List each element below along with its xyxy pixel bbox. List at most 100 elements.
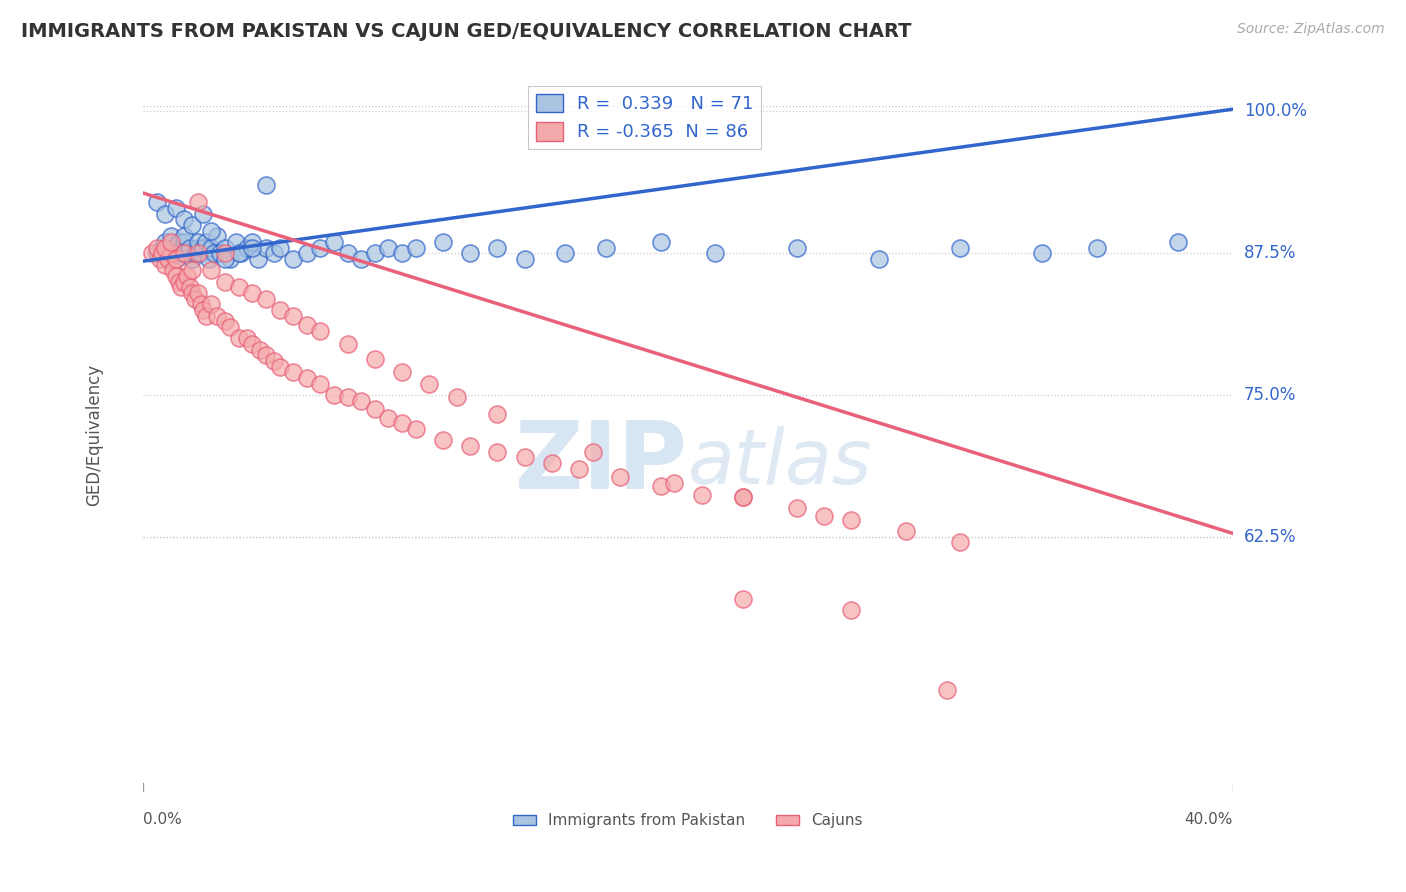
- Point: [214, 241, 236, 255]
- Point: [214, 275, 236, 289]
- Point: [181, 285, 204, 300]
- Point: [200, 297, 222, 311]
- Point: [179, 280, 201, 294]
- Point: [228, 246, 250, 260]
- Point: [731, 592, 754, 607]
- Point: [254, 348, 277, 362]
- Point: [336, 390, 359, 404]
- Point: [170, 246, 193, 260]
- Point: [153, 206, 176, 220]
- Point: [432, 235, 454, 249]
- Point: [225, 235, 247, 249]
- Point: [650, 479, 672, 493]
- Point: [165, 252, 187, 266]
- Text: 40.0%: 40.0%: [1184, 813, 1233, 828]
- Text: IMMIGRANTS FROM PAKISTAN VS CAJUN GED/EQUIVALENCY CORRELATION CHART: IMMIGRANTS FROM PAKISTAN VS CAJUN GED/EQ…: [21, 22, 911, 41]
- Point: [786, 241, 808, 255]
- Point: [323, 388, 346, 402]
- Point: [228, 331, 250, 345]
- Point: [813, 509, 835, 524]
- Point: [194, 309, 217, 323]
- Point: [336, 246, 359, 260]
- Text: 0.0%: 0.0%: [143, 813, 183, 828]
- Point: [152, 246, 174, 260]
- Legend: Immigrants from Pakistan, Cajuns: Immigrants from Pakistan, Cajuns: [508, 807, 869, 834]
- Point: [269, 302, 291, 317]
- Point: [187, 235, 209, 249]
- Point: [190, 246, 212, 260]
- Point: [200, 223, 222, 237]
- Point: [295, 371, 318, 385]
- Point: [254, 241, 277, 255]
- Point: [935, 682, 957, 697]
- Point: [193, 241, 215, 255]
- Point: [159, 235, 181, 249]
- Point: [377, 241, 399, 255]
- Point: [156, 252, 179, 266]
- Point: [176, 246, 198, 260]
- Point: [868, 252, 890, 266]
- Point: [152, 241, 174, 255]
- Point: [405, 422, 427, 436]
- Point: [323, 235, 346, 249]
- Point: [295, 246, 318, 260]
- Point: [181, 263, 204, 277]
- Point: [609, 469, 631, 483]
- Point: [236, 241, 259, 255]
- Point: [214, 252, 236, 266]
- Point: [841, 603, 863, 617]
- Point: [309, 241, 332, 255]
- Point: [159, 246, 181, 260]
- Point: [231, 246, 253, 260]
- Point: [236, 331, 259, 345]
- Point: [173, 212, 195, 227]
- Point: [173, 229, 195, 244]
- Point: [197, 252, 219, 266]
- Point: [193, 206, 215, 220]
- Point: [949, 241, 972, 255]
- Point: [162, 241, 184, 255]
- Point: [405, 241, 427, 255]
- Point: [200, 241, 222, 255]
- Point: [153, 235, 176, 249]
- Point: [364, 401, 387, 416]
- Point: [170, 280, 193, 294]
- Point: [249, 343, 271, 357]
- Point: [141, 246, 163, 260]
- Point: [894, 524, 917, 538]
- Point: [254, 178, 277, 193]
- Point: [786, 501, 808, 516]
- Point: [219, 320, 242, 334]
- Point: [187, 241, 209, 255]
- Text: 75.0%: 75.0%: [1244, 386, 1296, 404]
- Point: [146, 195, 169, 210]
- Point: [159, 229, 181, 244]
- Point: [167, 235, 190, 249]
- Point: [208, 246, 231, 260]
- Point: [263, 246, 285, 260]
- Point: [650, 235, 672, 249]
- Point: [458, 439, 481, 453]
- Point: [513, 450, 536, 465]
- Point: [281, 252, 304, 266]
- Point: [1085, 241, 1108, 255]
- Point: [205, 309, 228, 323]
- Point: [179, 241, 201, 255]
- Point: [190, 297, 212, 311]
- Point: [704, 246, 727, 260]
- Point: [165, 268, 187, 283]
- Point: [187, 195, 209, 210]
- Point: [595, 241, 617, 255]
- Point: [246, 252, 269, 266]
- Point: [377, 410, 399, 425]
- Point: [153, 241, 176, 255]
- Point: [187, 285, 209, 300]
- Point: [167, 275, 190, 289]
- Point: [214, 246, 236, 260]
- Point: [146, 241, 169, 255]
- Point: [391, 246, 413, 260]
- Point: [193, 302, 215, 317]
- Point: [281, 309, 304, 323]
- Point: [731, 490, 754, 504]
- Point: [554, 246, 576, 260]
